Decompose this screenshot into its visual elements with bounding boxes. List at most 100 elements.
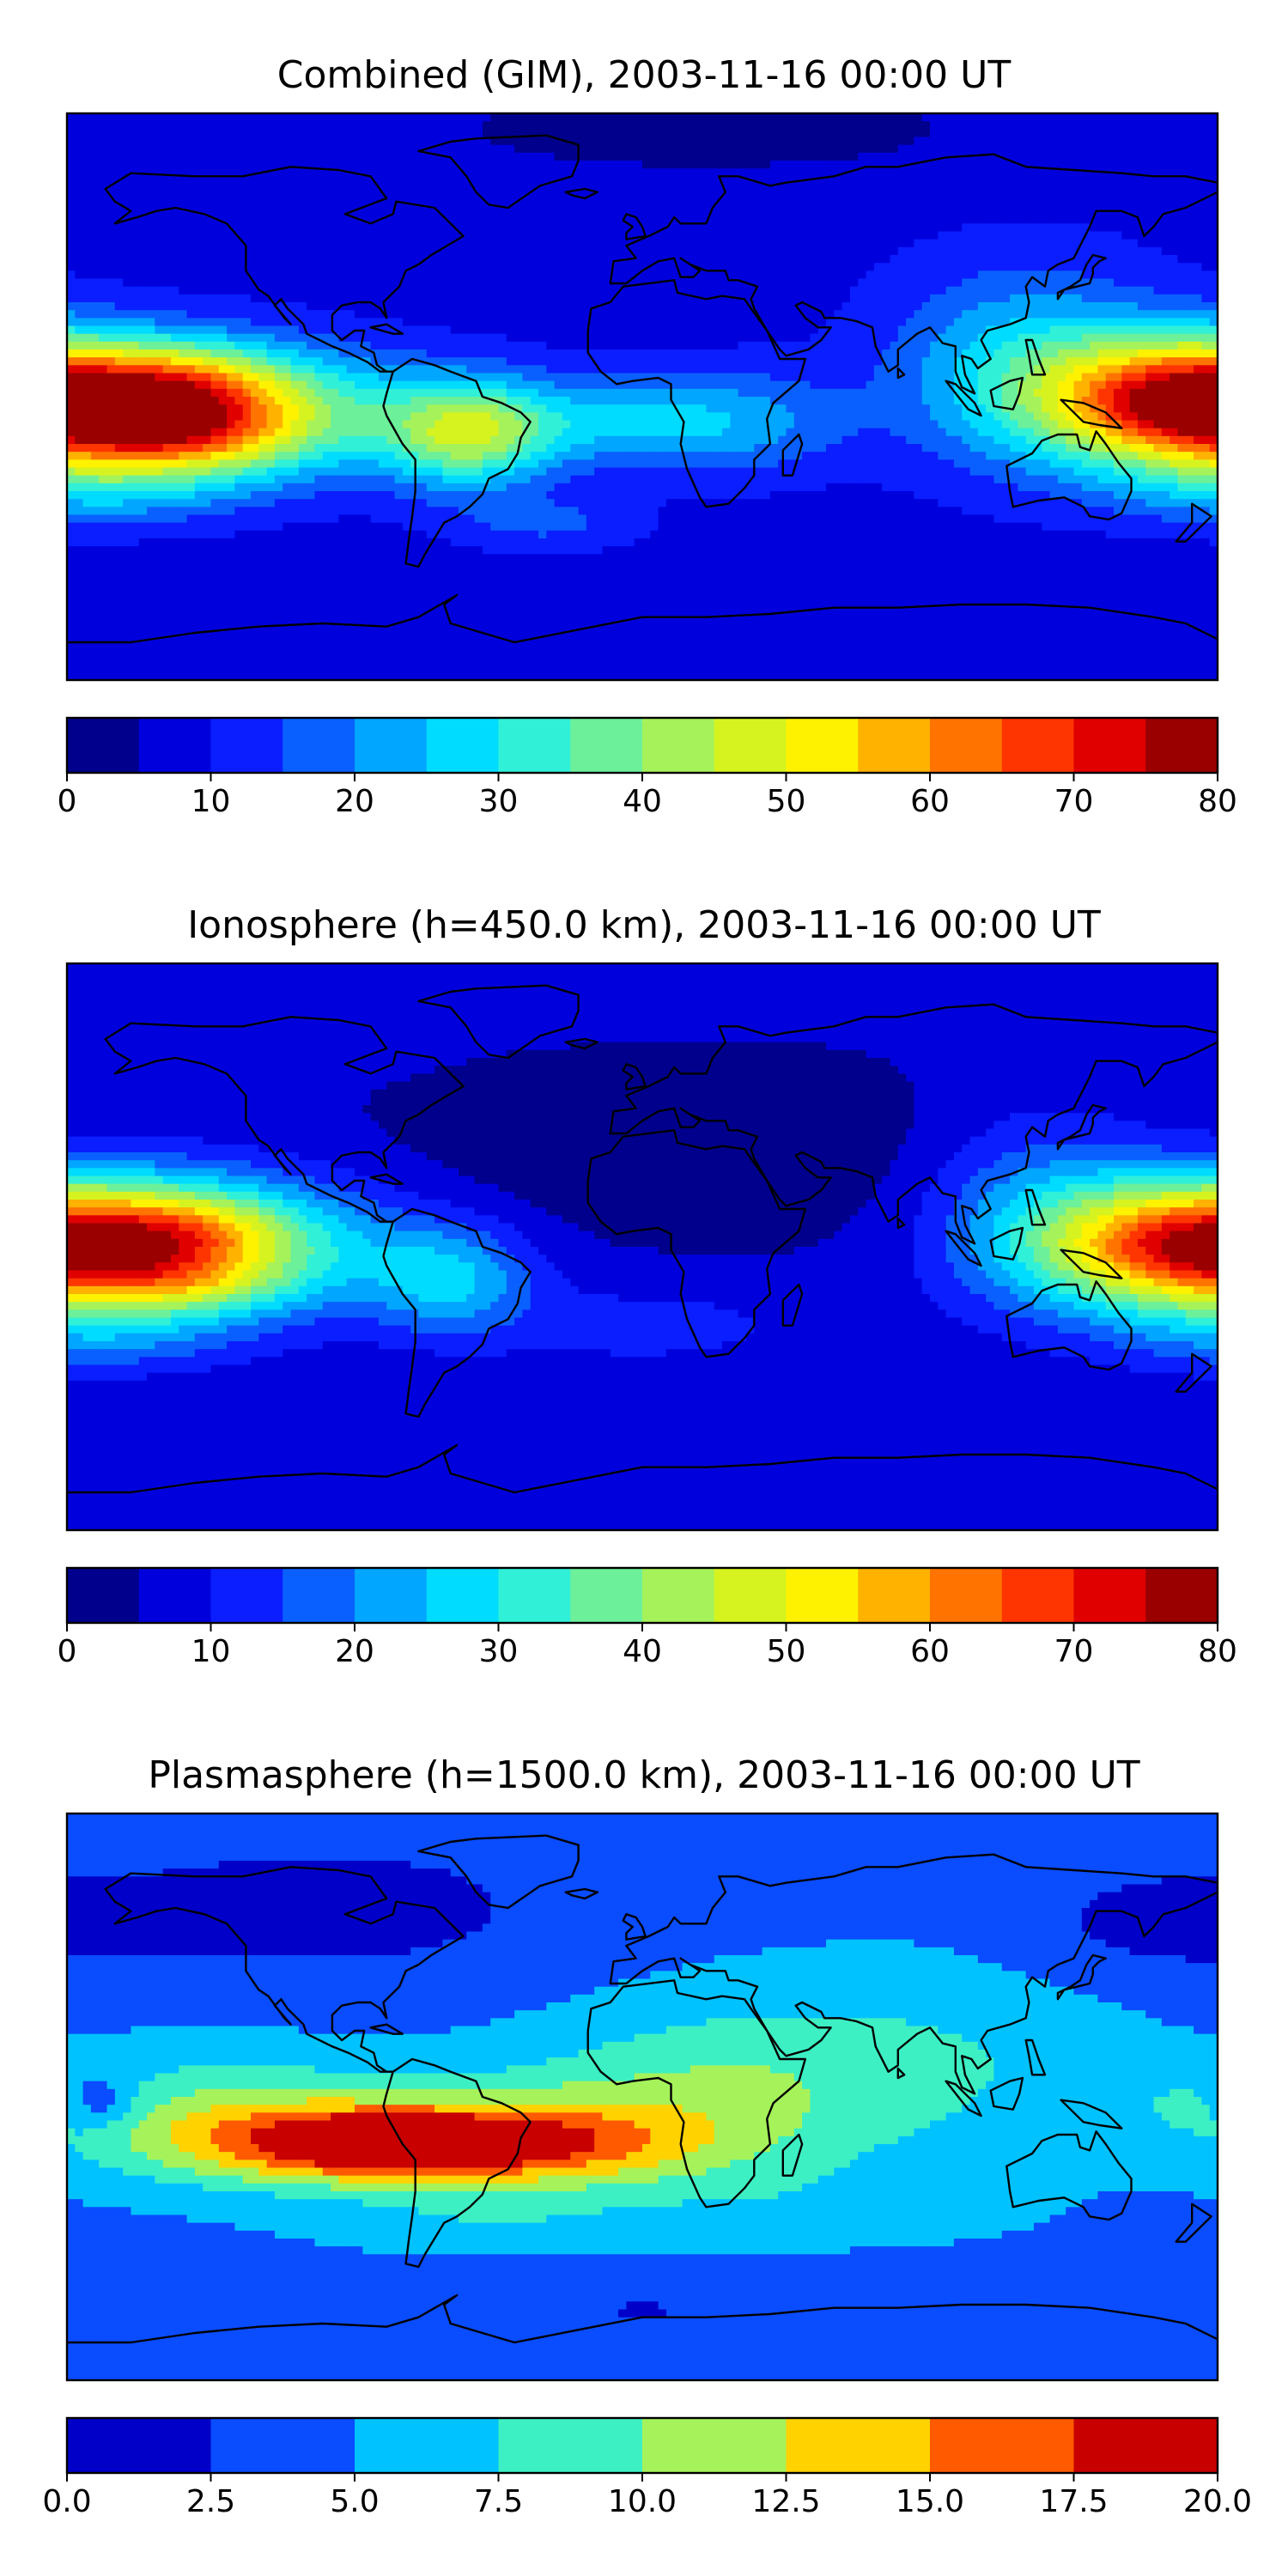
field-cell (346, 365, 355, 374)
field-cell (378, 341, 387, 350)
field-cell (1185, 208, 1194, 216)
field-cell (714, 176, 723, 185)
field-cell (514, 294, 524, 303)
field-cell (170, 246, 179, 256)
field-cell (754, 152, 763, 161)
field-cell (906, 176, 914, 185)
field-cell (522, 223, 532, 233)
field-cell (682, 333, 691, 343)
field-cell (882, 239, 891, 248)
field-cell (618, 325, 627, 335)
field-cell (1185, 199, 1194, 209)
field-cell (682, 161, 691, 169)
field-cell (834, 255, 843, 264)
field-cell (618, 380, 627, 390)
field-cell (450, 184, 459, 193)
field-cell (665, 191, 675, 201)
field-cell (962, 191, 971, 201)
field-cell (67, 231, 76, 240)
field-cell (1161, 113, 1170, 122)
field-cell (290, 129, 300, 138)
field-cell (402, 144, 411, 154)
field-cell (314, 270, 324, 280)
field-cell (930, 129, 939, 138)
field-cell (75, 113, 84, 122)
field-cell (314, 239, 324, 248)
field-cell (674, 373, 683, 382)
field-cell (538, 137, 547, 146)
field-cell (170, 294, 179, 303)
field-cell (738, 161, 747, 169)
field-cell (1090, 191, 1099, 201)
field-cell (562, 121, 571, 130)
field-cell (1010, 278, 1018, 288)
field-cell (258, 333, 268, 343)
field-cell (258, 208, 268, 216)
field-cell (969, 365, 979, 374)
field-cell (802, 294, 811, 303)
field-cell (890, 263, 899, 271)
field-cell (650, 349, 659, 358)
field-cell (674, 208, 683, 216)
field-cell (610, 263, 619, 271)
field-cell (106, 333, 116, 343)
field-cell (67, 239, 76, 248)
field-cell (570, 333, 580, 343)
field-cell (897, 216, 907, 224)
field-cell (410, 310, 420, 319)
field-cell (722, 152, 731, 161)
field-cell (418, 231, 428, 240)
field-cell (370, 144, 380, 154)
field-cell (370, 263, 380, 271)
field-cell (466, 325, 476, 335)
field-cell (1042, 121, 1051, 130)
field-cell (1114, 223, 1122, 233)
field-cell (370, 223, 380, 233)
field-cell (290, 137, 300, 146)
field-cell (1025, 318, 1035, 327)
field-cell (218, 349, 228, 358)
field-cell (873, 129, 883, 138)
field-cell (730, 278, 739, 288)
field-cell (882, 168, 891, 177)
field-cell (274, 137, 283, 146)
field-cell (1042, 216, 1051, 224)
field-cell (450, 168, 459, 177)
field-cell (1194, 270, 1202, 280)
field-cell (266, 168, 276, 177)
field-cell (658, 318, 667, 327)
field-cell (873, 246, 883, 256)
field-cell (298, 161, 307, 169)
field-cell (793, 129, 803, 138)
field-cell (570, 318, 580, 327)
field-cell (914, 191, 923, 201)
field-cell (986, 302, 995, 311)
field-cell (426, 365, 435, 374)
field-cell (810, 294, 819, 303)
field-cell (458, 270, 467, 280)
field-cell (90, 199, 100, 209)
field-cell (1129, 113, 1139, 122)
field-cell (674, 333, 683, 343)
field-cell (482, 199, 491, 209)
field-cell (945, 333, 955, 343)
field-cell (410, 380, 420, 390)
field-cell (155, 137, 164, 146)
field-cell (810, 325, 819, 335)
field-cell (1137, 199, 1146, 209)
field-cell (426, 176, 435, 185)
field-cell (394, 113, 404, 122)
field-cell (890, 341, 899, 350)
field-cell (1177, 302, 1187, 311)
field-cell (1185, 349, 1194, 358)
field-cell (123, 325, 132, 335)
field-cell (322, 263, 331, 271)
field-cell (953, 231, 963, 240)
field-cell (762, 121, 771, 130)
field-cell (338, 208, 348, 216)
field-cell (1018, 176, 1027, 185)
field-cell (1081, 144, 1091, 154)
field-cell (945, 349, 955, 358)
field-cell (218, 278, 228, 288)
field-cell (682, 144, 691, 154)
